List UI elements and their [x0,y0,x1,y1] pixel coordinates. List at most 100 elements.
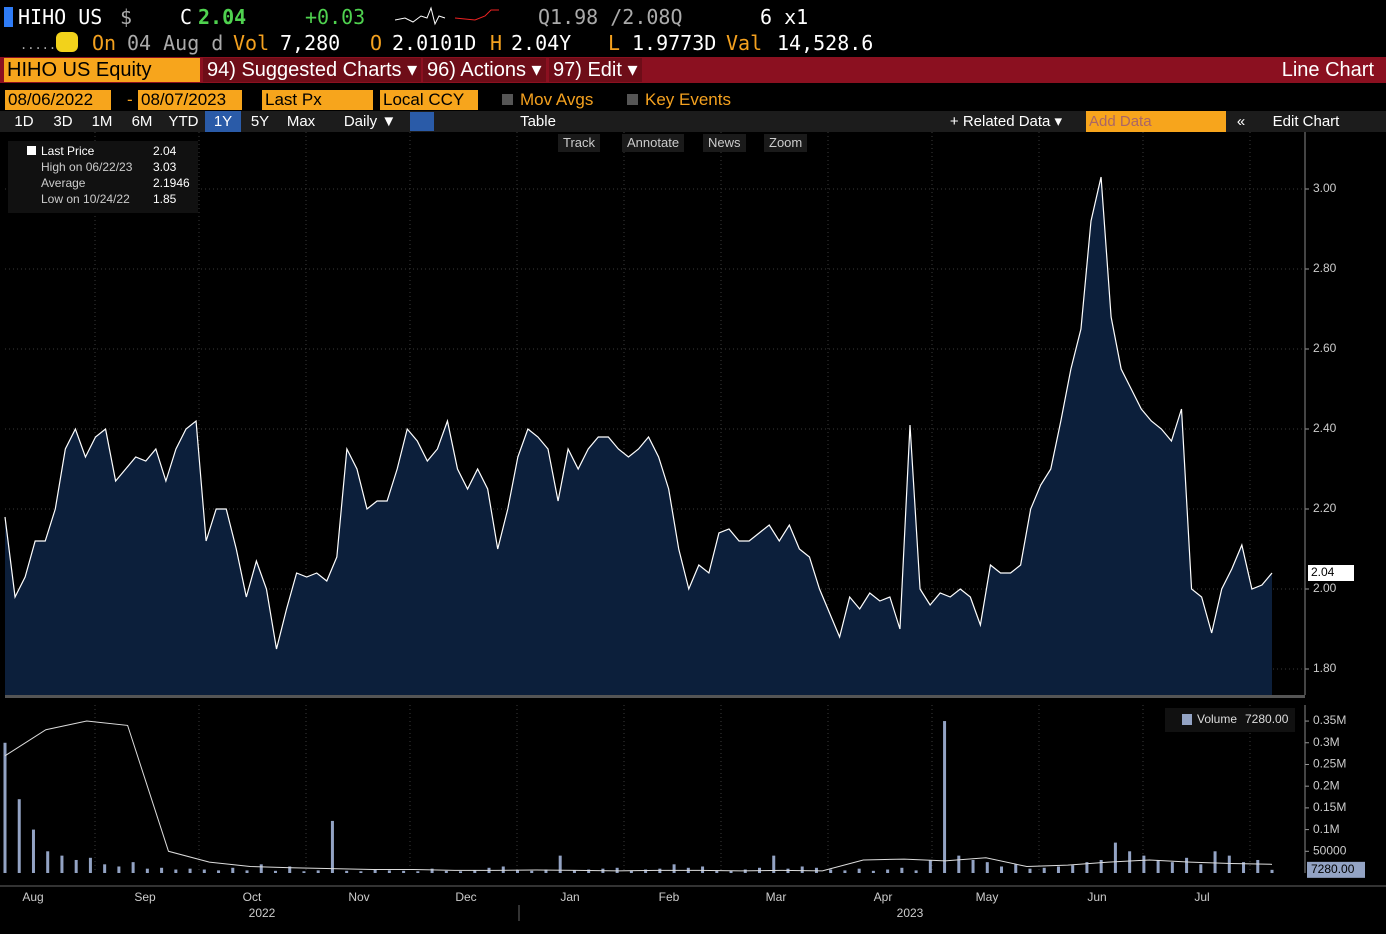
volume-bar [231,867,235,873]
legend-label: Low on 10/24/22 [41,192,130,206]
volume-bar [715,870,719,873]
edit-chart[interactable]: Edit Chart [1272,113,1340,130]
x-tick-label: Mar [766,890,787,904]
key-events[interactable]: Key Events [645,90,731,109]
legend-value: 1.85 [153,192,177,206]
period-button[interactable]: 1M [91,113,113,130]
y-tick-label: 0.3M [1313,735,1340,749]
period-button[interactable]: 6M [131,113,153,130]
legend-value: 2.04 [153,144,177,158]
x-tick-label: Jan [560,890,579,904]
volume-legend-name: Volume [1197,712,1237,726]
volume-bar [843,870,847,873]
currency: $ [120,5,133,29]
volume-bar [430,868,434,873]
sparkline [395,6,499,26]
y-tick-label: 0.1M [1313,822,1340,836]
ticker: HIHO US [18,5,103,29]
volume-bar [971,859,975,873]
menu-item[interactable]: 97) Edit ▾ [549,58,642,82]
ccy[interactable]: Local CCY [380,90,478,110]
y-tick-label: 0.25M [1313,757,1346,771]
collapse[interactable]: « [1236,113,1246,130]
period-button[interactable]: 1D [14,113,34,130]
volume-bar [1185,857,1189,873]
volume-bar [1056,866,1060,873]
volume-bar [259,864,263,873]
x-tick-label: May [976,890,999,904]
volume-bar [88,857,92,873]
volume-bar [3,742,7,873]
volume-bar [672,864,676,873]
x-tick-label: Nov [348,890,369,904]
y-tick-label: 2.20 [1313,501,1337,515]
add-data[interactable]: Add Data [1086,111,1226,132]
volume-bar [829,869,833,873]
mov-avgs[interactable]: Mov Avgs [520,90,594,109]
open: 2.0101D [392,31,477,55]
volume-bar [459,871,463,873]
low-label: L [608,31,621,55]
menu-item[interactable]: 96) Actions ▾ [423,58,546,82]
high: 2.04Y [511,31,572,55]
volume-bar [1028,868,1032,873]
volume-bar [302,871,306,873]
volume-bar [772,855,776,873]
marker [4,7,13,27]
checkbox[interactable] [627,94,638,105]
y-tick-label: 3.00 [1313,181,1337,195]
tool[interactable]: Zoom [764,134,808,152]
checkbox[interactable] [502,94,513,105]
tool[interactable]: Track [558,134,601,152]
related[interactable]: + Related Data ▾ [949,113,1063,130]
y-tick-label: 2.00 [1313,581,1337,595]
security[interactable]: HIHO US Equity [4,58,200,82]
table[interactable]: Table [520,113,556,130]
change: +0.03 [305,5,366,29]
dash: - [127,90,133,109]
volume-bar [188,868,192,873]
period-button[interactable]: YTD [168,113,199,130]
y-tick-label: 2.40 [1313,421,1337,435]
volume-bar [572,870,576,873]
y-tick-label: 0.15M [1313,800,1346,814]
quote: Q1.98 /2.08Q [538,5,683,29]
volume-bar [31,829,35,873]
year-label: 2022 [249,906,276,920]
y-tick-label: 0.35M [1313,713,1346,727]
high-label: H [490,31,503,55]
start-date[interactable]: 08/06/2022 [5,90,111,110]
volume-bar [288,866,292,873]
period-button[interactable]: Max [286,113,316,130]
tool[interactable]: Annotate [622,134,685,152]
volume-bar [74,859,78,873]
volume-bar [117,866,121,873]
period-button[interactable]: 3D [53,113,73,130]
x-tick-label: Sep [134,890,156,904]
last-badge [1308,565,1354,581]
volume-bar [1242,862,1246,873]
end-date[interactable]: 08/07/2023 [138,90,242,110]
volume-bar [359,871,363,873]
volume-bar [886,869,890,873]
volume-bar [416,871,420,873]
x-tick-label: Apr [874,890,893,904]
size: 6 x1 [760,5,809,29]
volume-bar [800,866,804,873]
period-button[interactable]: 1Y [205,111,241,132]
volume-bar [900,867,904,873]
line-icon[interactable] [410,112,434,131]
freq[interactable]: Daily ▼ [343,113,397,130]
volume-bar [316,870,320,873]
volume-bar [1199,864,1203,873]
menu-item[interactable]: 94) Suggested Charts ▾ [203,58,422,82]
volume-bar [217,870,221,873]
field[interactable]: Last Px [262,90,373,110]
tool[interactable]: News [703,134,746,152]
volume-average [4,720,1273,872]
toolbar [0,111,1386,132]
y-tick-label: 50000 [1313,843,1347,857]
volume-bar [103,864,107,873]
pane-divider [5,695,1305,698]
period-button[interactable]: 5Y [250,113,270,130]
